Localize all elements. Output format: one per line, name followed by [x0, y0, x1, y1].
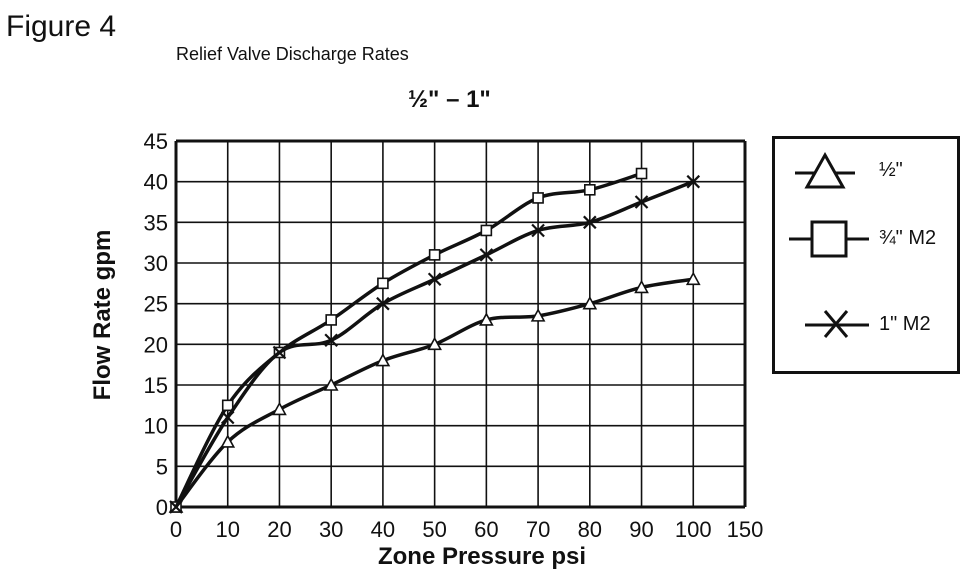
y-tick-label: 10 — [144, 414, 168, 439]
y-tick-label: 20 — [144, 332, 168, 357]
x-marker — [272, 345, 287, 360]
x-marker-stroke — [324, 333, 338, 348]
triangle-marker — [582, 295, 598, 310]
legend-label: 1" M2 — [879, 313, 931, 335]
triangle-marker — [479, 312, 494, 326]
x-tick-label: 60 — [474, 517, 498, 542]
x-marker-stroke — [376, 296, 390, 311]
series-line-2 — [174, 180, 694, 508]
y-tick-label: 15 — [144, 373, 168, 398]
legend-item-one-inch-m2: 1" M2 — [775, 305, 957, 345]
x-marker-stroke — [169, 500, 183, 514]
triangle-marker-icon — [795, 151, 855, 189]
triangle-marker — [427, 336, 442, 351]
x-tick-label: 50 — [422, 517, 446, 542]
chart-subtitle: Relief Valve Discharge Rates — [176, 44, 409, 64]
triangle-marker — [530, 308, 546, 322]
series-line-1 — [174, 171, 643, 508]
square-marker — [221, 399, 234, 412]
x-marker — [583, 215, 597, 230]
y-tick-label: 30 — [144, 251, 168, 276]
triangle-marker — [220, 434, 236, 448]
x-marker-stroke — [634, 195, 649, 209]
x-marker — [427, 272, 442, 287]
x-marker-stroke — [686, 174, 701, 189]
x-tick-label: 80 — [578, 517, 602, 542]
x-marker-stroke — [583, 215, 597, 230]
chart-title: ½" – 1" — [408, 86, 491, 113]
legend-item-half-inch: ½" — [775, 151, 957, 191]
x-marker — [376, 296, 390, 311]
square-marker — [428, 249, 441, 261]
y-tick-label: 40 — [144, 170, 168, 195]
x-marker — [169, 500, 183, 514]
y-tick-label: 35 — [144, 210, 168, 235]
x-tick-label: 100 — [675, 517, 712, 542]
triangle-marker — [375, 352, 391, 367]
triangle-marker — [272, 401, 287, 416]
x-marker-stroke — [531, 223, 545, 238]
square-marker — [584, 184, 596, 196]
x-tick-label: 0 — [170, 517, 182, 542]
x-marker — [220, 410, 235, 425]
x-marker-stroke — [220, 410, 235, 425]
y-tick-label: 25 — [144, 292, 168, 317]
x-marker-stroke — [272, 345, 287, 360]
square-marker — [377, 277, 389, 290]
x-marker — [686, 174, 701, 189]
y-tick-label: 5 — [156, 454, 168, 479]
x-tick-label: 150 — [727, 517, 764, 542]
x-tick-label: 10 — [215, 517, 239, 542]
x-marker-stroke — [427, 272, 442, 287]
x-marker — [324, 333, 338, 348]
x-tick-label: 40 — [371, 517, 395, 542]
y-tick-label: 0 — [156, 495, 168, 520]
triangle-marker — [634, 279, 649, 294]
square-marker — [325, 314, 337, 326]
triangle-marker — [323, 377, 339, 391]
triangle-marker — [685, 271, 701, 286]
legend-item-three-quarter-m2: ¾" M2 — [775, 219, 957, 259]
x-tick-label: 20 — [267, 517, 291, 542]
x-marker — [531, 223, 545, 238]
x-tick-label: 30 — [319, 517, 343, 542]
y-tick-label: 45 — [144, 129, 168, 154]
legend-label: ½" — [879, 159, 903, 181]
x-marker — [634, 195, 649, 209]
figure-label: Figure 4 — [6, 10, 117, 43]
square-marker — [480, 224, 493, 237]
legend-label: ¾" M2 — [879, 227, 937, 249]
x-tick-label: 90 — [629, 517, 653, 542]
x-marker — [479, 248, 494, 262]
square-marker — [532, 192, 544, 204]
x-marker-stroke — [479, 248, 494, 262]
x-axis-label: Zone Pressure psi — [377, 543, 587, 570]
x-tick-label: 70 — [526, 517, 550, 542]
x-marker-icon — [805, 310, 869, 338]
legend: ½" ¾" M2 1" M2 — [772, 136, 960, 374]
square-marker-icon — [789, 220, 869, 258]
square-marker — [635, 167, 648, 180]
